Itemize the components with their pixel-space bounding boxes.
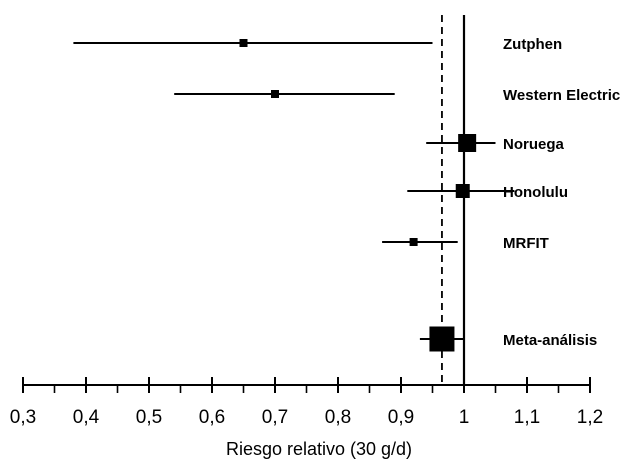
point-estimate-marker [458, 134, 477, 152]
x-tick-label: 1 [459, 407, 470, 428]
x-axis: 0,3 0,4 0,5 0,6 0,7 0,8 0,9 1 1,1 1,2 [10, 377, 603, 428]
point-estimate-marker [429, 326, 455, 352]
point-estimate-marker [455, 184, 470, 198]
x-axis-title: Riesgo relativo (30 g/d) [226, 439, 412, 459]
point-estimate-marker [239, 39, 248, 47]
study-row: Meta-análisis [419, 326, 597, 352]
point-estimate-marker [409, 238, 418, 246]
study-row: Zutphen [73, 36, 562, 53]
x-tick-label: 1,1 [514, 407, 540, 428]
study-rows: Zutphen Western Electric Noruega Honolulu MR… [73, 36, 620, 352]
x-tick-label: 0,3 [10, 407, 36, 428]
reference-lines [441, 15, 466, 385]
study-row: MRFIT [382, 235, 549, 252]
point-estimate-marker [271, 90, 279, 98]
x-tick-label: 0,9 [388, 407, 414, 428]
x-tick-label: 0,8 [325, 407, 351, 428]
x-tick-label: 0,5 [136, 407, 162, 428]
x-tick-label: 0,6 [199, 407, 225, 428]
x-tick-label: 1,2 [577, 407, 603, 428]
study-row: Honolulu [407, 184, 568, 201]
study-row: Western Electric [174, 87, 620, 104]
study-label: Honolulu [503, 184, 568, 201]
study-row: Noruega [426, 134, 565, 153]
study-label: Meta-análisis [503, 332, 597, 349]
study-label: Western Electric [503, 87, 620, 104]
x-tick-label: 0,4 [73, 407, 100, 428]
study-label: MRFIT [503, 235, 549, 252]
x-tick-label: 0,7 [262, 407, 288, 428]
study-label: Noruega [503, 136, 565, 153]
study-label: Zutphen [503, 36, 562, 53]
